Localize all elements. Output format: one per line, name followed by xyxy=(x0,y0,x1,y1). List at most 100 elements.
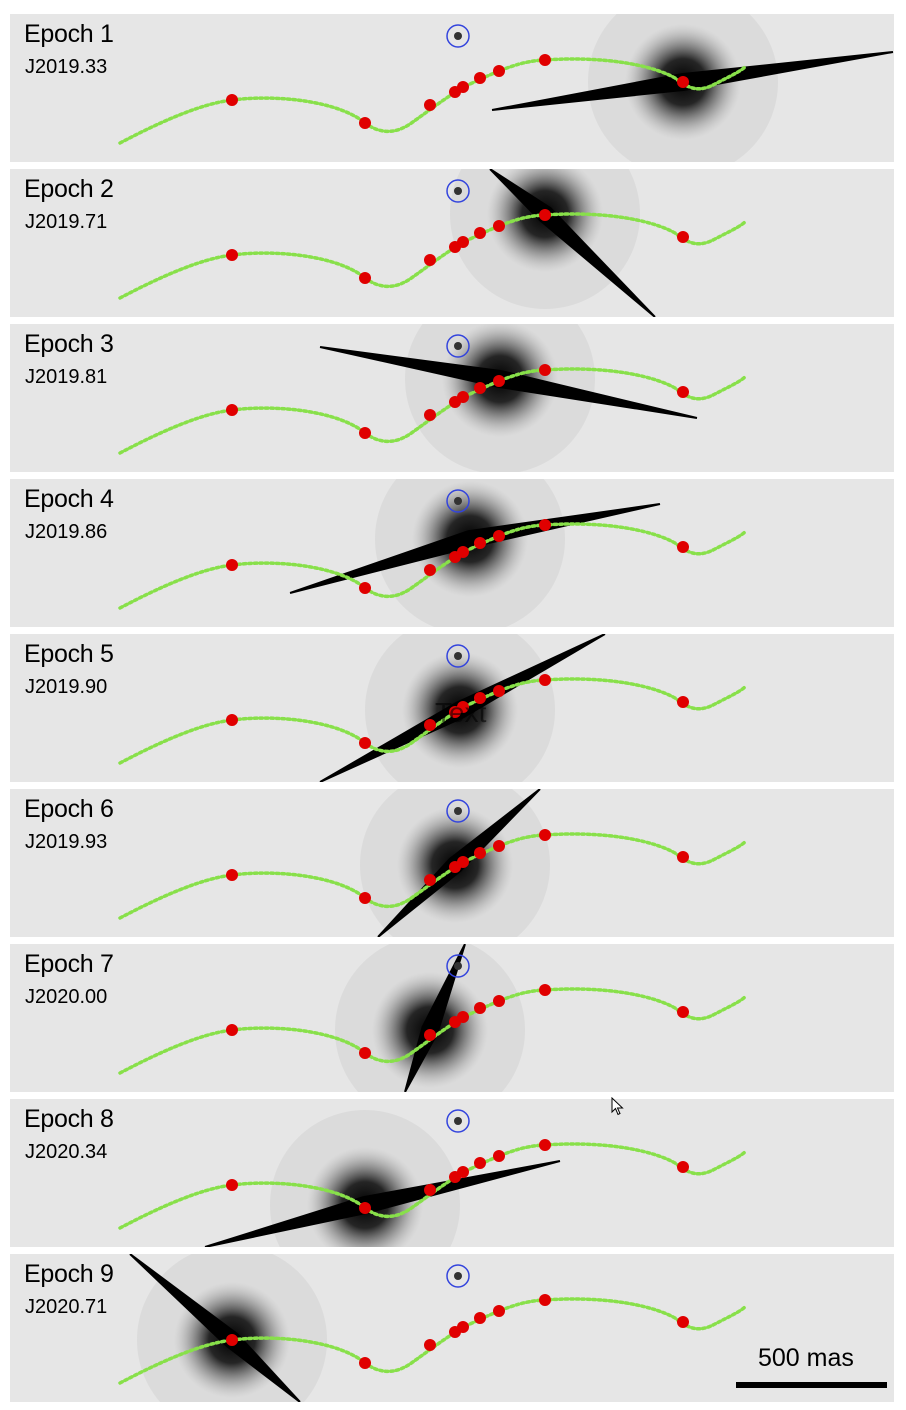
scale-bar-line xyxy=(736,1382,887,1388)
epoch-panel-4: Epoch 4 J2019.86 xyxy=(10,479,894,627)
epoch-position-dot xyxy=(359,892,371,904)
epoch-position-dot xyxy=(457,1011,469,1023)
epoch-position-dot xyxy=(677,231,689,243)
epoch-position-dot xyxy=(677,386,689,398)
diffraction-spike xyxy=(404,944,466,1092)
epoch-image xyxy=(118,634,748,782)
epoch-position-dot xyxy=(493,65,505,77)
overlay-text: Text xyxy=(435,697,487,728)
epoch-position-dot xyxy=(474,692,486,704)
epoch-panel-3: Epoch 3 J2019.81 xyxy=(10,324,894,472)
epoch-image xyxy=(118,479,748,627)
epoch-date: J2019.33 xyxy=(25,56,108,78)
epoch-image xyxy=(118,14,894,162)
epoch-position-dot xyxy=(539,674,551,686)
epoch-position-dot xyxy=(424,719,436,731)
companion-source xyxy=(454,342,462,350)
companion-marker-circle xyxy=(446,1109,470,1133)
diffraction-spike xyxy=(204,1160,561,1247)
epoch-date: J2020.71 xyxy=(25,1296,108,1318)
epoch-position-dot xyxy=(424,874,436,886)
epoch-position-dot xyxy=(359,1047,371,1059)
diffraction-spike xyxy=(319,346,698,419)
epoch-position-dot xyxy=(677,1006,689,1018)
epoch-position-dot xyxy=(677,696,689,708)
epoch-label: Epoch 9 xyxy=(24,1260,114,1288)
epoch-position-dot xyxy=(493,375,505,387)
epoch-image xyxy=(118,789,748,937)
epoch-position-dot xyxy=(493,220,505,232)
companion-source xyxy=(454,652,462,660)
epoch-date: J2020.34 xyxy=(25,1141,108,1163)
epoch-position-dot xyxy=(677,541,689,553)
epoch-panel-2: Epoch 2 J2019.71 xyxy=(10,169,894,317)
epoch-position-dot xyxy=(539,364,551,376)
diffraction-spike xyxy=(491,51,894,111)
epoch-position-dot xyxy=(457,391,469,403)
epoch-position-dot xyxy=(457,1166,469,1178)
epoch-position-dot xyxy=(677,1161,689,1173)
companion-marker-circle xyxy=(446,334,470,358)
epoch-position-dot xyxy=(424,99,436,111)
epoch-position-dot xyxy=(457,81,469,93)
epoch-panel-5: Epoch 5 J2019.90 Text xyxy=(10,634,894,782)
companion-marker-circle xyxy=(446,799,470,823)
epoch-panel-6: Epoch 6 J2019.93 xyxy=(10,789,894,937)
epoch-label: Epoch 6 xyxy=(24,795,114,823)
epoch-position-dot xyxy=(677,76,689,88)
epoch-position-dot xyxy=(226,94,238,106)
diffraction-spike xyxy=(129,1254,301,1402)
epoch-position-dot xyxy=(474,72,486,84)
companion-marker-circle xyxy=(446,954,470,978)
epoch-position-dot xyxy=(359,582,371,594)
epoch-position-dot xyxy=(359,1202,371,1214)
epoch-position-dot xyxy=(226,869,238,881)
epoch-position-dot xyxy=(424,564,436,576)
epoch-position-dot xyxy=(226,1334,238,1346)
diffraction-spike xyxy=(289,503,661,594)
epoch-position-dot xyxy=(474,1157,486,1169)
epoch-position-dot xyxy=(474,382,486,394)
epoch-date: J2019.81 xyxy=(25,366,108,388)
epoch-image xyxy=(118,944,748,1092)
companion-source xyxy=(454,187,462,195)
epoch-position-dot xyxy=(424,1029,436,1041)
epoch-position-dot xyxy=(457,546,469,558)
scale-bar-label: 500 mas xyxy=(758,1344,854,1372)
epoch-position-dot xyxy=(424,409,436,421)
companion-source xyxy=(454,1117,462,1125)
companion-source xyxy=(454,1272,462,1280)
epoch-position-dot xyxy=(493,530,505,542)
epoch-position-dot xyxy=(226,249,238,261)
epoch-position-dot xyxy=(424,1339,436,1351)
epoch-date: J2019.93 xyxy=(25,831,108,853)
epoch-position-dot xyxy=(539,829,551,841)
epoch-position-dot xyxy=(359,737,371,749)
epoch-image xyxy=(118,1109,748,1247)
mouse-cursor-icon xyxy=(611,1097,624,1116)
epoch-position-dot xyxy=(424,1184,436,1196)
epoch-label: Epoch 8 xyxy=(24,1105,114,1133)
epoch-date: J2020.00 xyxy=(25,986,108,1008)
epoch-image xyxy=(118,169,748,317)
epoch-position-dot xyxy=(226,1024,238,1036)
epoch-image xyxy=(118,324,748,472)
epoch-position-dot xyxy=(493,1305,505,1317)
epoch-position-dot xyxy=(539,519,551,531)
epoch-panel-1: Epoch 1 J2019.33 xyxy=(10,14,894,162)
epoch-position-dot xyxy=(493,1150,505,1162)
epoch-position-dot xyxy=(424,254,436,266)
epoch-label: Epoch 4 xyxy=(24,485,114,513)
epoch-position-dot xyxy=(493,995,505,1007)
companion-source xyxy=(454,807,462,815)
epoch-position-dot xyxy=(457,856,469,868)
epoch-panel-9: Epoch 9 J2020.71 xyxy=(10,1254,894,1402)
epoch-position-dot xyxy=(677,1316,689,1328)
epoch-label: Epoch 7 xyxy=(24,950,114,978)
companion-marker-circle xyxy=(446,644,470,668)
epoch-position-dot xyxy=(359,1357,371,1369)
companion-source xyxy=(454,497,462,505)
epoch-position-dot xyxy=(457,236,469,248)
epoch-position-dot xyxy=(539,54,551,66)
epoch-position-dot xyxy=(539,209,551,221)
